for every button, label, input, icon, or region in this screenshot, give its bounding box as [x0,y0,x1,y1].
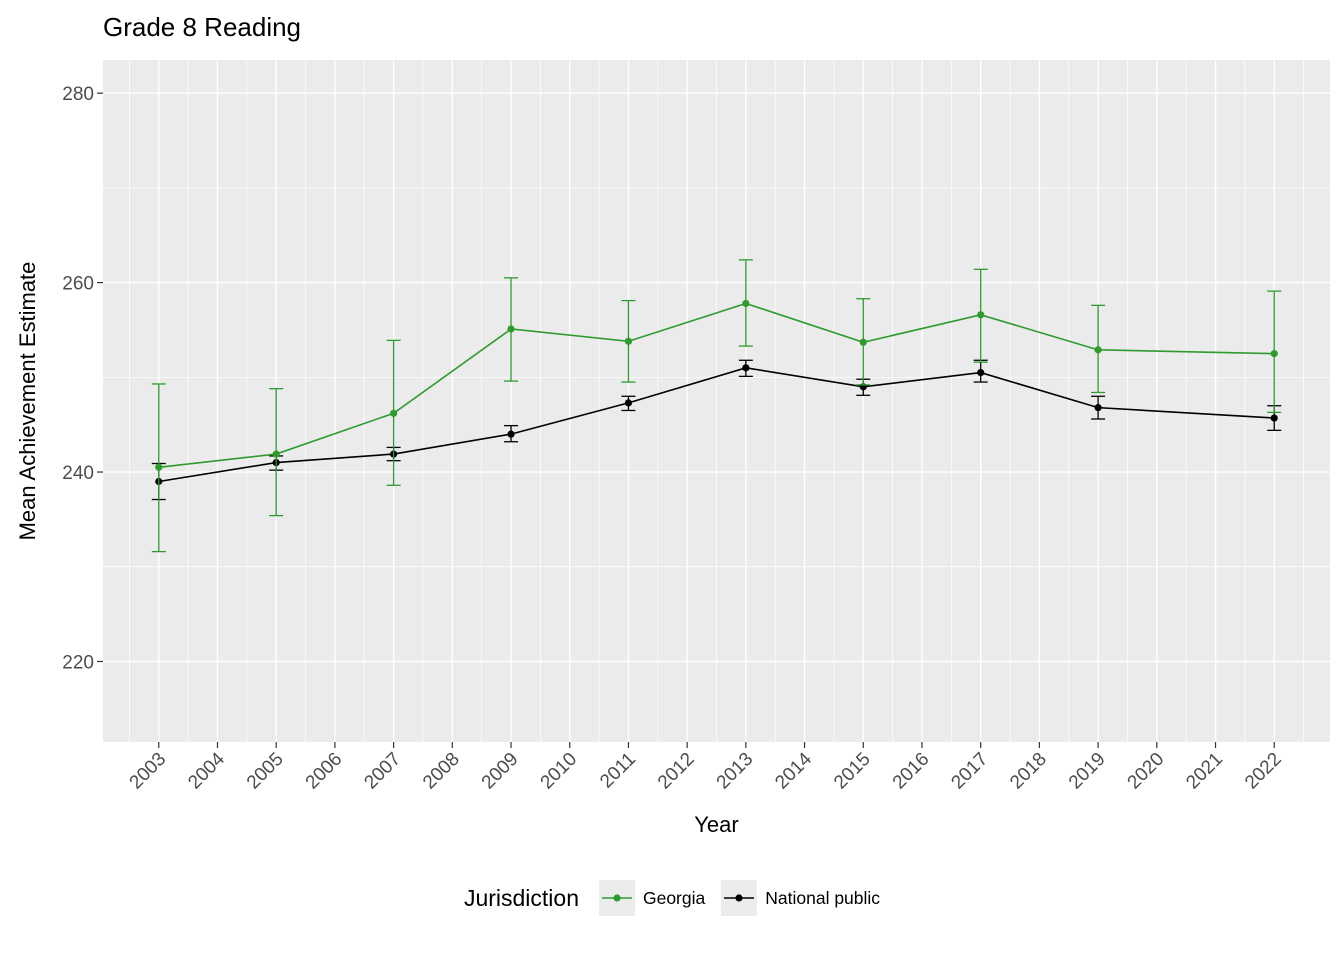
x-tick-label: 2003 [126,749,171,794]
legend-title: Jurisdiction [463,884,579,911]
legend-item-national-public: National public [721,880,880,916]
axis-tick-marks [97,92,1275,748]
data-point-georgia [1094,346,1102,354]
legend-key-national-public [721,880,758,916]
minor-gridlines [103,60,1330,742]
x-tick-label: 2019 [1065,749,1110,794]
x-tick-label: 2014 [771,748,816,793]
data-point-national-public [624,399,633,407]
x-tick-label: 2004 [184,748,229,793]
x-tick-label: 2016 [889,749,934,794]
y-axis-label: Mean Achievement Estimate [15,261,40,541]
x-tick-labels: 2003 2004 2005 2006 2007 2008 2009 2010 2011 2012… [126,748,1286,793]
series-georgia [151,259,1282,553]
x-tick-label: 2015 [830,749,875,794]
x-tick-label: 2009 [478,749,523,794]
plot-area: 2003 2004 2005 2006 2007 2008 2009 2010 2011 2012… [62,60,1330,793]
x-tick-label: 2021 [1182,749,1227,794]
legend: Jurisdiction Georgia National public [0,880,1344,916]
data-point-national-public [1270,414,1278,422]
data-point-national-public [507,430,515,438]
x-axis-label: Year [694,812,739,837]
x-tick-label: 2020 [1124,749,1169,794]
y-tick-label: 260 [62,274,94,295]
y-tick-label: 220 [62,652,94,673]
data-point-georgia [155,463,163,471]
x-tick-label: 2005 [243,749,288,794]
data-point-georgia [507,325,515,333]
x-tick-label: 2011 [596,749,640,793]
data-point-georgia [390,409,398,417]
data-point-georgia [624,337,633,345]
x-tick-label: 2012 [654,749,699,794]
data-point-georgia [1270,350,1278,358]
y-tick-label: 240 [62,463,94,484]
data-point-georgia [272,450,280,458]
data-point-georgia [977,311,985,319]
y-tick-labels: 220 240 260 280 [62,84,94,673]
x-tick-label: 2007 [360,749,405,794]
x-tick-label: 2008 [419,749,464,794]
legend-key-georgia [598,880,635,916]
national-public-line-point-icon [724,894,755,902]
x-tick-label: 2018 [1006,749,1051,794]
georgia-line-point-icon [601,894,632,902]
y-tick-label: 280 [62,84,94,105]
x-tick-label: 2013 [713,749,758,794]
x-tick-label: 2017 [947,749,992,794]
data-point-national-public [977,368,985,377]
x-tick-label: 2022 [1241,749,1286,794]
data-point-national-public [742,364,750,372]
legend-item-georgia: Georgia [598,880,706,916]
legend-label-georgia: Georgia [642,887,706,908]
x-tick-label: 2010 [537,749,582,794]
data-point-national-public [1094,404,1102,412]
x-tick-label: 2006 [302,749,347,794]
data-point-georgia [859,338,867,346]
chart-title: Grade 8 Reading [103,12,302,42]
legend-label-national-public: National public [765,887,881,908]
data-point-georgia [742,299,750,308]
